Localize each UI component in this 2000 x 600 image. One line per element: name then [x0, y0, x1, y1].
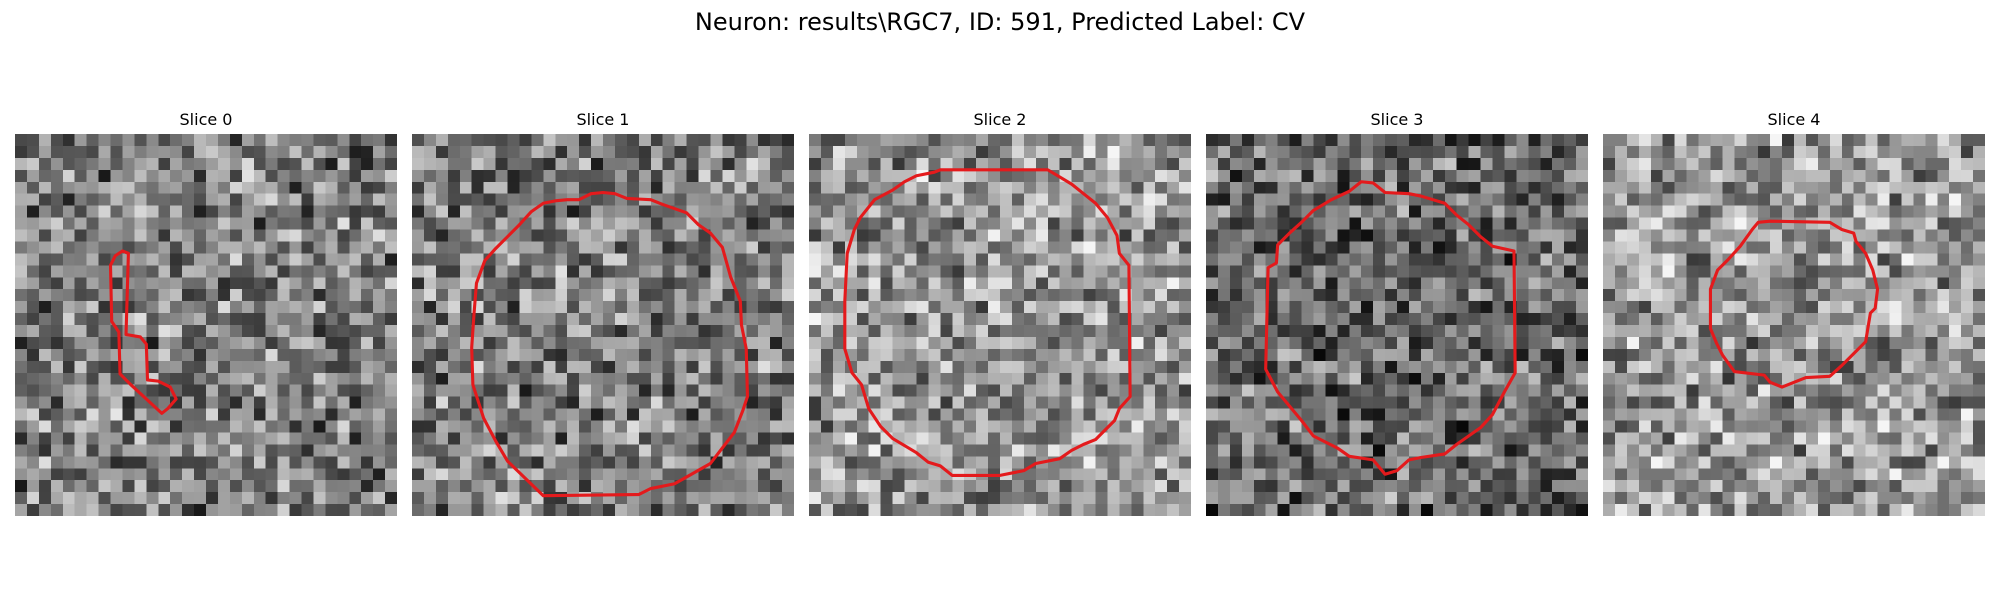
slice-image-0: [15, 134, 397, 516]
slice-title-4: Slice 4: [1767, 110, 1821, 129]
slice-image-1: [412, 134, 794, 516]
figure-title: Neuron: results\RGC7, ID: 591, Predicted…: [694, 8, 1306, 36]
slice-title-0: Slice 0: [179, 110, 233, 129]
slice-image-2: [809, 134, 1191, 516]
slice-pixels-2: [809, 134, 1191, 516]
slice-title-3: Slice 3: [1370, 110, 1424, 129]
slice-pixels-1: [412, 134, 794, 516]
slice-title-1: Slice 1: [576, 110, 630, 129]
slice-title-2: Slice 2: [973, 110, 1027, 129]
slice-pixels-3: [1206, 134, 1588, 516]
slice-pixels-0: [15, 134, 397, 516]
cell-contour-1: [470, 190, 749, 498]
slice-pixels-4: [1603, 134, 1985, 516]
slice-panel-0: Slice 0: [15, 108, 397, 516]
cell-contour-2: [843, 168, 1132, 477]
slice-panel-1: Slice 1: [412, 108, 794, 516]
cell-contour-3: [1264, 180, 1517, 476]
slice-image-4: [1603, 134, 1985, 516]
cell-contour-4: [1708, 219, 1880, 389]
cell-contour-0: [108, 249, 178, 415]
slice-panel-3: Slice 3: [1206, 108, 1588, 516]
slice-panel-4: Slice 4: [1603, 108, 1985, 516]
slice-image-3: [1206, 134, 1588, 516]
slice-panel-2: Slice 2: [809, 108, 1191, 516]
